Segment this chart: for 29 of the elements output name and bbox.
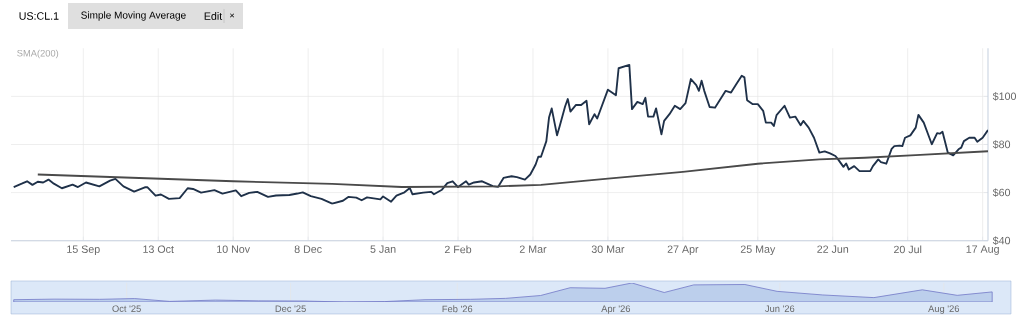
y-tick-label: $60 [992,188,1011,197]
chart-title: US:CL.1 [19,12,59,20]
x-tick-label: 10 Nov [217,245,251,253]
annotation: SMA(200) [17,49,59,59]
x-tick-label: 13 Oct [143,245,174,253]
y-tick-label: $80 [992,140,1011,149]
x-tick-label: 27 Apr [667,245,699,256]
x-tick-label: 15 Sep [67,245,100,256]
x-tick-label: Feb '26 [442,305,473,313]
line-series [36,150,988,188]
x-tick-label: 20 Jul [894,245,922,254]
x-tick-label: 17 Aug [966,245,999,255]
x-tick-label: 30 Mar [591,245,625,253]
text: × [229,13,235,18]
x-tick-label: Dec '25 [275,305,306,312]
x-tick-label: Oct '25 [112,305,141,312]
x-tick-label: 8 Dec [294,245,322,253]
y-tick-label: $100 [992,92,1017,101]
x-tick-label: 5 Jan [370,245,396,253]
x-tick-label: 22 Jun [817,245,849,253]
x-tick-label: 25 May [740,245,776,256]
y-tick-label: $40 [992,236,1011,245]
text: Edit [204,12,223,20]
x-tick-label: Jun '26 [765,305,795,312]
x-tick-label: 2 Feb [444,245,472,254]
x-tick-label: 2 Mar [519,245,547,253]
x-tick-label: Aug '26 [928,305,960,314]
x-tick-label: Apr '26 [601,305,631,314]
chart-subtitle: Simple Moving Average [81,11,186,21]
